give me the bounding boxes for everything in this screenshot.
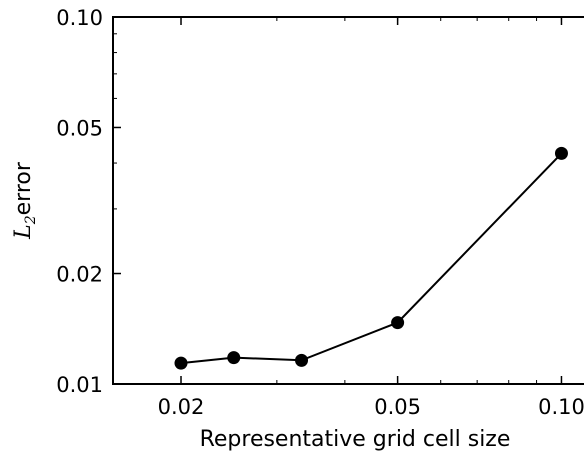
data-point [174,356,188,370]
x-tick-label: 0.10 [538,395,584,419]
x-tick-labels: 0.02 0.05 0.10 [158,395,584,419]
y-axis-label-symbol: L [11,224,36,240]
y-tick-label: 0.02 [56,263,103,287]
data-point [227,351,241,365]
data-points [174,146,568,370]
data-point [391,316,405,330]
y-axis-label-text: error [11,161,36,215]
x-axis-label: Representative grid cell size [200,427,511,452]
x-tick-label: 0.05 [374,395,421,419]
y-tick-label: 0.01 [56,373,103,397]
series-line [180,152,563,365]
y-axis-label-subscript: 2 [23,215,39,225]
x-tick-label: 0.02 [158,395,205,419]
y-tick-label: 0.10 [56,6,103,30]
plot-frame [112,16,584,385]
data-point [554,146,568,160]
minor-ticks [113,16,562,385]
y-axis-label: L2error [11,161,39,240]
y-tick-labels: 0.01 0.02 0.05 0.10 [56,6,103,397]
y-tick-label: 0.05 [56,116,103,140]
data-point [295,353,309,367]
major-ticks [113,16,563,385]
